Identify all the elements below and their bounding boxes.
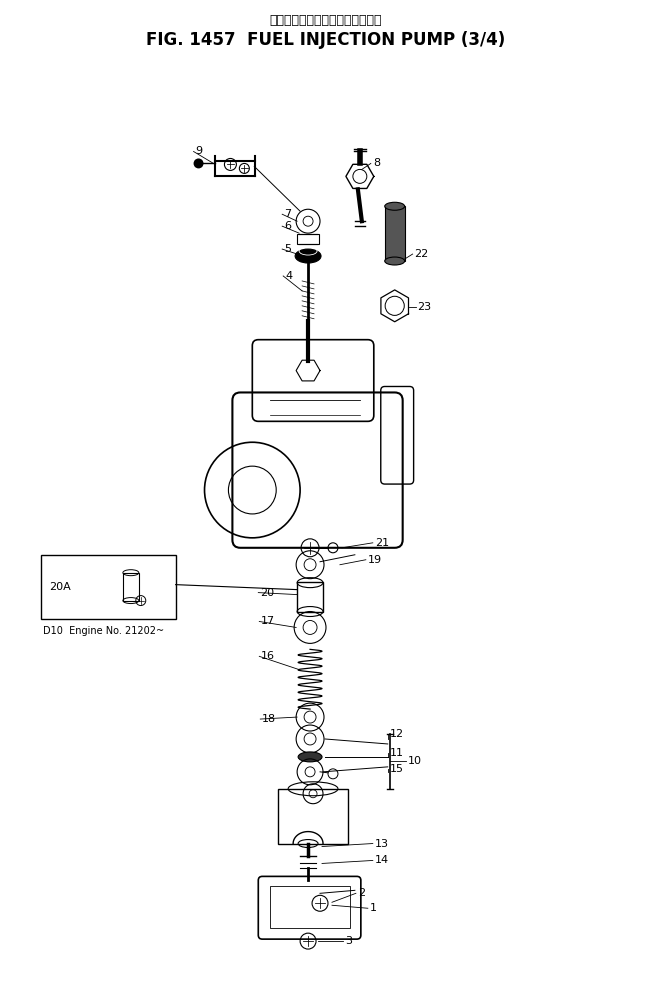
Bar xyxy=(297,582,323,612)
Text: 10: 10 xyxy=(408,756,422,766)
Text: 20A: 20A xyxy=(49,582,71,592)
Ellipse shape xyxy=(385,202,405,210)
Bar xyxy=(123,573,139,601)
Text: D10  Engine No. 21202~: D10 Engine No. 21202~ xyxy=(43,626,164,636)
Text: FIG. 1457  FUEL INJECTION PUMP (3/4): FIG. 1457 FUEL INJECTION PUMP (3/4) xyxy=(147,31,505,49)
Circle shape xyxy=(194,158,203,168)
Text: 11: 11 xyxy=(390,748,404,758)
Ellipse shape xyxy=(295,249,321,263)
Text: 2: 2 xyxy=(358,888,365,898)
Bar xyxy=(41,555,175,619)
Text: 16: 16 xyxy=(261,651,275,661)
Bar xyxy=(385,206,405,261)
Text: 21: 21 xyxy=(375,538,389,548)
Text: フュエルインジェクションポンプ: フュエルインジェクションポンプ xyxy=(270,14,382,27)
Text: 7: 7 xyxy=(284,209,291,219)
Text: 4: 4 xyxy=(285,271,292,281)
Bar xyxy=(278,789,348,844)
Ellipse shape xyxy=(298,752,322,762)
Text: 9: 9 xyxy=(196,146,203,156)
Text: 15: 15 xyxy=(390,764,404,774)
Text: 6: 6 xyxy=(284,221,291,231)
Text: 22: 22 xyxy=(415,249,429,259)
Text: 3: 3 xyxy=(345,936,352,946)
Text: 19: 19 xyxy=(368,555,382,565)
Text: 23: 23 xyxy=(418,302,432,312)
Text: 18: 18 xyxy=(262,714,276,724)
Text: 13: 13 xyxy=(375,839,389,849)
Ellipse shape xyxy=(385,257,405,265)
Text: 8: 8 xyxy=(373,158,380,168)
Text: 14: 14 xyxy=(375,855,389,865)
Text: 1: 1 xyxy=(370,903,377,913)
Text: 20: 20 xyxy=(260,588,274,598)
Bar xyxy=(297,234,319,244)
Text: 12: 12 xyxy=(390,729,404,739)
Bar xyxy=(270,886,350,928)
Text: 17: 17 xyxy=(261,616,275,626)
Text: 5: 5 xyxy=(284,244,291,254)
